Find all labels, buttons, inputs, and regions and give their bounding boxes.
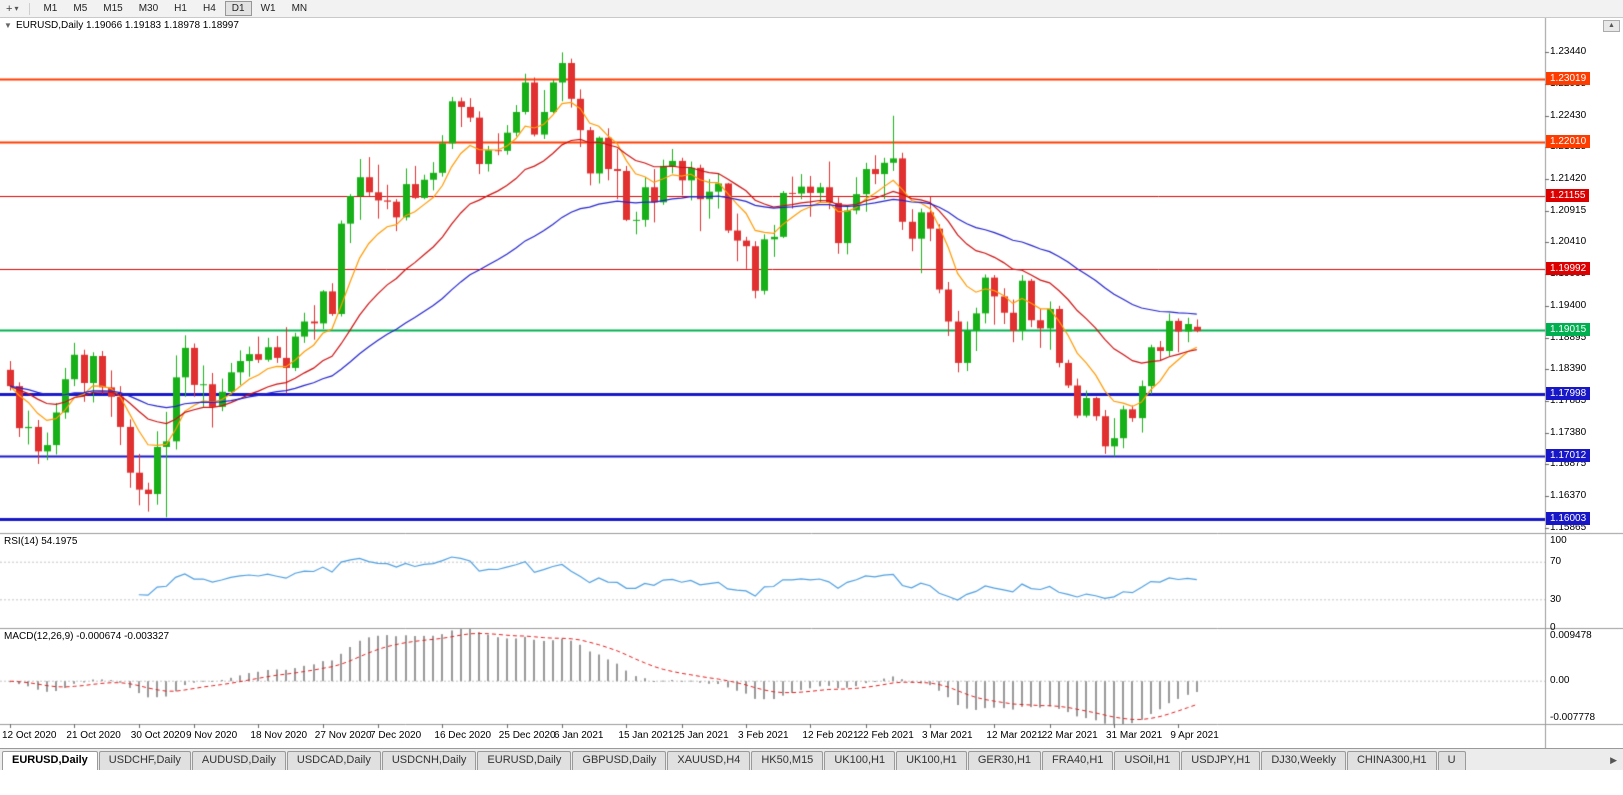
chart-tab-china300-h1[interactable]: CHINA300,H1 bbox=[1346, 751, 1437, 770]
rsi-scale-label: 30 bbox=[1550, 593, 1562, 605]
price-axis-label: 1.22430 bbox=[1550, 109, 1587, 121]
scroll-up-button[interactable]: ▲ bbox=[1603, 20, 1620, 32]
price-line-tag: 1.21155 bbox=[1546, 188, 1590, 202]
chart-title: EURUSD,Daily 1.19066 1.19183 1.18978 1.1… bbox=[16, 20, 239, 31]
chart-tab-dj30-weekly[interactable]: DJ30,Weekly bbox=[1261, 751, 1346, 770]
chart-tab-ger30-h1[interactable]: GER30,H1 bbox=[967, 751, 1042, 770]
chart-tool-icon[interactable]: + bbox=[6, 2, 13, 15]
price-axis-label: 1.15865 bbox=[1550, 521, 1587, 533]
timeframe-button-m5[interactable]: M5 bbox=[73, 3, 88, 14]
date-axis-label: 12 Oct 2020 bbox=[2, 730, 57, 741]
date-axis-label: 12 Mar 2021 bbox=[986, 730, 1043, 741]
price-line-tag: 1.16003 bbox=[1546, 511, 1591, 525]
date-axis-label: 16 Dec 2020 bbox=[434, 730, 492, 741]
price-line-tag: 1.22010 bbox=[1546, 135, 1591, 149]
macd-scale-label: 0.00 bbox=[1550, 675, 1570, 687]
date-axis-label: 21 Oct 2020 bbox=[66, 730, 121, 741]
price-axis-label: 1.17380 bbox=[1550, 426, 1587, 438]
date-axis-label: 22 Feb 2021 bbox=[857, 730, 914, 741]
price-axis-label: 1.23440 bbox=[1550, 46, 1587, 58]
chart-tab-usdjpy-h1[interactable]: USDJPY,H1 bbox=[1181, 751, 1261, 770]
macd-indicator-label: MACD(12,26,9) -0.000674 -0.003327 bbox=[4, 631, 170, 642]
date-axis-label: 7 Dec 2020 bbox=[370, 730, 422, 741]
macd-scale-label: 0.009478 bbox=[1550, 630, 1592, 641]
chart-region: ▼ EURUSD,Daily 1.19066 1.19183 1.18978 1… bbox=[0, 18, 1623, 748]
date-axis-label: 31 Mar 2021 bbox=[1106, 730, 1163, 741]
bottom-filler bbox=[0, 770, 1623, 795]
timeframe-button-h1[interactable]: H1 bbox=[174, 3, 187, 14]
timeframe-button-m1[interactable]: M1 bbox=[43, 3, 58, 14]
macd-scale-label: -0.007778 bbox=[1550, 712, 1596, 723]
rsi-indicator-label: RSI(14) 54.1975 bbox=[4, 536, 78, 547]
price-line-tag: 1.19992 bbox=[1546, 261, 1591, 275]
date-axis-label: 12 Feb 2021 bbox=[802, 730, 859, 741]
date-axis-label: 25 Jan 2021 bbox=[673, 730, 729, 741]
price-axis-label: 1.19400 bbox=[1550, 299, 1587, 311]
chart-tab-usdcnh-daily[interactable]: USDCNH,Daily bbox=[381, 751, 477, 770]
price-line-tag: 1.23019 bbox=[1546, 71, 1591, 85]
price-axis-label: 1.16370 bbox=[1550, 489, 1587, 501]
timeframe-button-d1[interactable]: D1 bbox=[224, 1, 252, 16]
price-line-tag: 1.17012 bbox=[1546, 448, 1591, 462]
timeframe-toolbar: + ▾ M1 M5 M15 M30 H1 H4 D1 W1 MN bbox=[0, 0, 1623, 18]
rsi-scale-label: 70 bbox=[1550, 556, 1562, 568]
chart-tab-fra40-h1[interactable]: FRA40,H1 bbox=[1042, 751, 1114, 770]
chart-tab-hk50-m15[interactable]: HK50,M15 bbox=[751, 751, 824, 770]
date-axis-label: 22 Mar 2021 bbox=[1041, 730, 1098, 741]
timeframe-button-h4[interactable]: H4 bbox=[202, 3, 216, 14]
chart-tab-usdcad-daily[interactable]: USDCAD,Daily bbox=[286, 751, 381, 770]
collapse-arrow-icon[interactable]: ▼ bbox=[4, 21, 12, 30]
price-axis-label: 1.21420 bbox=[1550, 173, 1587, 185]
price-axis-label: 1.16875 bbox=[1550, 458, 1587, 470]
date-axis-label: 15 Jan 2021 bbox=[618, 730, 674, 741]
timeframe-button-w1[interactable]: W1 bbox=[260, 3, 276, 14]
chart-tab-list: EURUSD,Daily USDCHF,Daily AUDUSD,Daily USDC… bbox=[2, 751, 1467, 770]
chart-tab-usdchf-daily[interactable]: USDCHF,Daily bbox=[98, 751, 191, 770]
chart-tab-usoil-h1[interactable]: USOil,H1 bbox=[1114, 751, 1181, 770]
chart-tab-u[interactable]: U bbox=[1437, 751, 1466, 770]
timeframe-button-m15[interactable]: M15 bbox=[103, 3, 123, 14]
date-axis-label: 18 Nov 2020 bbox=[250, 730, 308, 741]
price-axis-label: 1.18390 bbox=[1550, 363, 1587, 375]
price-axis-label: 1.20410 bbox=[1550, 236, 1587, 248]
chart-tab-eurusd-daily[interactable]: EURUSD,Daily bbox=[2, 751, 98, 770]
date-axis-label: 3 Mar 2021 bbox=[922, 730, 973, 741]
chart-tab-audusd-daily[interactable]: AUDUSD,Daily bbox=[191, 751, 286, 770]
price-line-tag: 1.17998 bbox=[1546, 386, 1591, 400]
tab-scroll-right-icon[interactable]: ▶ bbox=[1610, 755, 1617, 765]
chart-tab-eurusd-daily[interactable]: EURUSD,Daily bbox=[477, 751, 572, 770]
price-chart-canvas[interactable] bbox=[0, 18, 1623, 748]
toolbar-separator bbox=[29, 2, 31, 15]
timeframe-button-mn[interactable]: MN bbox=[291, 3, 308, 14]
price-axis-label: 1.17885 bbox=[1550, 394, 1587, 406]
date-axis-label: 30 Oct 2020 bbox=[130, 730, 186, 741]
date-axis-label: 27 Nov 2020 bbox=[314, 730, 372, 741]
date-axis-label: 9 Apr 2021 bbox=[1170, 730, 1219, 741]
date-axis-label: 9 Nov 2020 bbox=[186, 730, 238, 741]
date-axis-label: 6 Jan 2021 bbox=[554, 730, 604, 741]
rsi-scale-label: 0 bbox=[1550, 622, 1556, 633]
timeframe-button-m30[interactable]: M30 bbox=[138, 3, 159, 14]
chart-tab-uk100-h1[interactable]: UK100,H1 bbox=[824, 751, 896, 770]
chart-tab-bar: EURUSD,Daily USDCHF,Daily AUDUSD,Daily USDC… bbox=[0, 748, 1623, 770]
price-line-tag: 1.19015 bbox=[1546, 322, 1591, 336]
chart-tab-uk100-h1[interactable]: UK100,H1 bbox=[896, 751, 967, 770]
dropdown-caret-icon[interactable]: ▾ bbox=[14, 4, 19, 13]
date-axis-label: 3 Feb 2021 bbox=[738, 730, 789, 741]
chart-tab-xauusd-h4[interactable]: XAUUSD,H4 bbox=[667, 751, 751, 770]
timeframe-buttons: M1 M5 M15 M30 H1 H4 D1 W1 MN bbox=[35, 1, 315, 16]
rsi-scale-label: 100 bbox=[1550, 535, 1567, 546]
price-axis-label: 1.20915 bbox=[1550, 204, 1587, 216]
price-axis-label: 1.18895 bbox=[1550, 331, 1587, 343]
date-axis-label: 25 Dec 2020 bbox=[498, 730, 556, 741]
chart-tab-gbpusd-daily[interactable]: GBPUSD,Daily bbox=[572, 751, 667, 770]
